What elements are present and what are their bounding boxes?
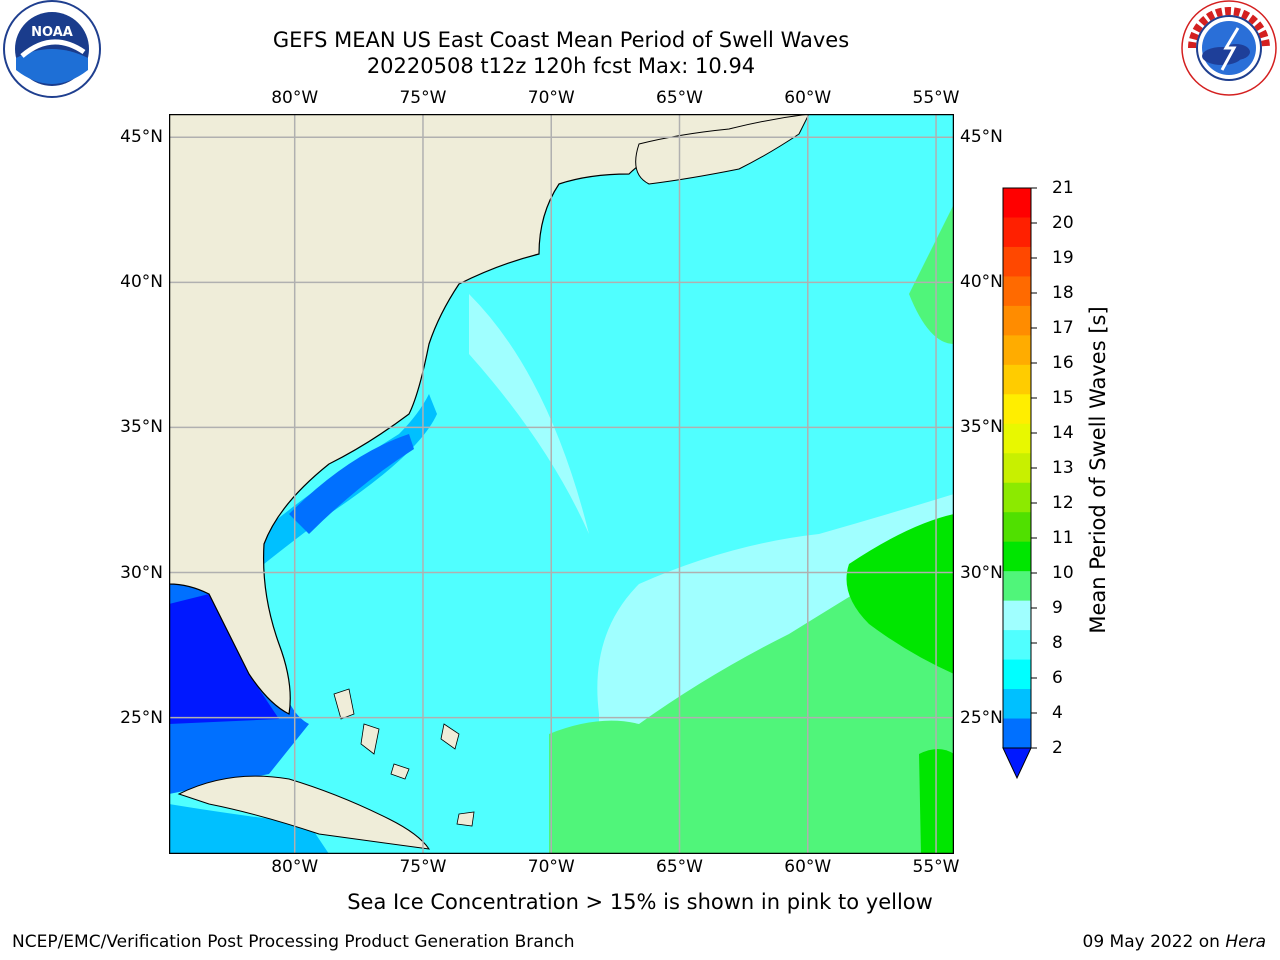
colorbar-swatch <box>1003 246 1031 277</box>
chart-title: GEFS MEAN US East Coast Mean Period of S… <box>272 28 850 52</box>
colorbar-tick-label: 11 <box>1052 528 1074 548</box>
map-graticule <box>169 114 954 854</box>
swell-zone-below-2s <box>169 594 279 724</box>
chart-subtitle: 20220508 t12z 120h fcst Max: 10.94 <box>366 54 756 78</box>
colorbar <box>1000 186 1040 786</box>
footer-date: 09 May 2022 on Hera <box>1083 932 1267 952</box>
colorbar-swatch <box>1003 217 1031 248</box>
noaa-logo-text: NOAA <box>31 25 73 40</box>
colorbar-swatch <box>1003 512 1031 543</box>
lon-tick-label-top: 55°W <box>912 88 960 108</box>
colorbar-swatch <box>1003 335 1031 366</box>
lat-tick-label-left: 45°N <box>120 127 163 148</box>
colorbar-tick-label: 21 <box>1052 178 1074 198</box>
colorbar-swatch <box>1003 394 1031 425</box>
colorbar-tick-label: 8 <box>1052 633 1063 653</box>
colorbar-swatch <box>1003 482 1031 513</box>
colorbar-tick-label: 6 <box>1052 668 1063 688</box>
swell-zone-northeast <box>909 204 954 344</box>
colorbar-tick-label: 19 <box>1052 248 1074 268</box>
colorbar-tick-label: 20 <box>1052 213 1074 233</box>
cuba-landmass <box>177 775 431 850</box>
colorbar-swatch <box>1003 423 1031 454</box>
lat-tick-label-left: 40°N <box>120 272 163 293</box>
swell-zone-caribbean-west <box>169 804 329 854</box>
lat-tick-label-left: 30°N <box>120 562 163 583</box>
lon-tick-label-top: 80°W <box>271 88 319 108</box>
colorbar-swatch <box>1003 305 1031 336</box>
colorbar-tick-label: 9 <box>1052 598 1063 618</box>
lat-tick-label-left: 35°N <box>120 417 163 438</box>
lat-tick-label-right: 30°N <box>960 562 1003 583</box>
colorbar-tick-label: 10 <box>1052 563 1074 583</box>
colorbar-extend-arrow <box>1002 747 1032 780</box>
colorbar-tick-label: 13 <box>1052 458 1074 478</box>
lon-tick-label-top: 65°W <box>656 88 703 108</box>
footer-host: Hera <box>1225 932 1266 952</box>
swell-zone-9-10s <box>549 534 954 854</box>
colorbar-title: Mean Period of Swell Waves [s] <box>1086 306 1110 634</box>
swell-zone-carolina-coast <box>289 434 414 534</box>
swell-zone-nearshore-light <box>469 294 589 534</box>
colorbar-swatch <box>1003 659 1031 690</box>
lon-tick-label-bottom: 65°W <box>656 857 703 877</box>
lat-tick-label-right: 45°N <box>960 127 1003 148</box>
lon-tick-label-bottom: 75°W <box>399 857 447 877</box>
lon-tick-label-top: 75°W <box>399 88 447 108</box>
nws-logo <box>1178 0 1280 100</box>
colorbar-swatch <box>1003 630 1031 661</box>
colorbar-swatch <box>1003 718 1031 749</box>
colorbar-tick-label: 16 <box>1052 353 1074 373</box>
colorbar-swatch <box>1003 571 1031 602</box>
lon-tick-label-top: 70°W <box>527 88 575 108</box>
sea-ice-note: Sea Ice Concentration > 15% is shown in … <box>347 890 933 914</box>
colorbar-swatch <box>1003 541 1031 572</box>
lat-tick-label-right: 25°N <box>960 707 1003 728</box>
lon-tick-label-top: 60°W <box>784 88 832 108</box>
colorbar-swatch <box>1003 188 1031 218</box>
colorbar-swatch <box>1003 600 1031 631</box>
map-frame <box>168 113 955 855</box>
lon-tick-label-bottom: 55°W <box>912 857 960 877</box>
lon-tick-label-bottom: 80°W <box>271 857 319 877</box>
colorbar-tick-label: 2 <box>1052 738 1063 758</box>
footer-branch: NCEP/EMC/Verification Post Processing Pr… <box>12 932 575 952</box>
bahamas-islands <box>333 688 475 827</box>
colorbar-swatch <box>1003 453 1031 484</box>
noaa-logo: NOAA <box>0 0 104 100</box>
colorbar-swatch <box>1003 689 1031 720</box>
colorbar-tick-label: 4 <box>1052 703 1063 723</box>
colorbar-tick-label: 14 <box>1052 423 1074 443</box>
lon-tick-label-bottom: 70°W <box>527 857 575 877</box>
swell-period-map <box>168 113 955 855</box>
footer-date-text: 09 May 2022 on <box>1082 932 1220 952</box>
colorbar-swatch <box>1003 276 1031 307</box>
lon-tick-label-bottom: 60°W <box>784 857 832 877</box>
lat-tick-label-left: 25°N <box>120 707 163 728</box>
colorbar-tick-label: 18 <box>1052 283 1074 303</box>
colorbar-tick-label: 15 <box>1052 388 1074 408</box>
lat-tick-label-right: 40°N <box>960 272 1003 293</box>
colorbar-tick-label: 17 <box>1052 318 1074 338</box>
colorbar-tick-label: 12 <box>1052 493 1074 513</box>
lat-tick-label-right: 35°N <box>960 417 1003 438</box>
colorbar-swatch <box>1003 364 1031 395</box>
swell-zone-10-11s <box>846 514 954 674</box>
